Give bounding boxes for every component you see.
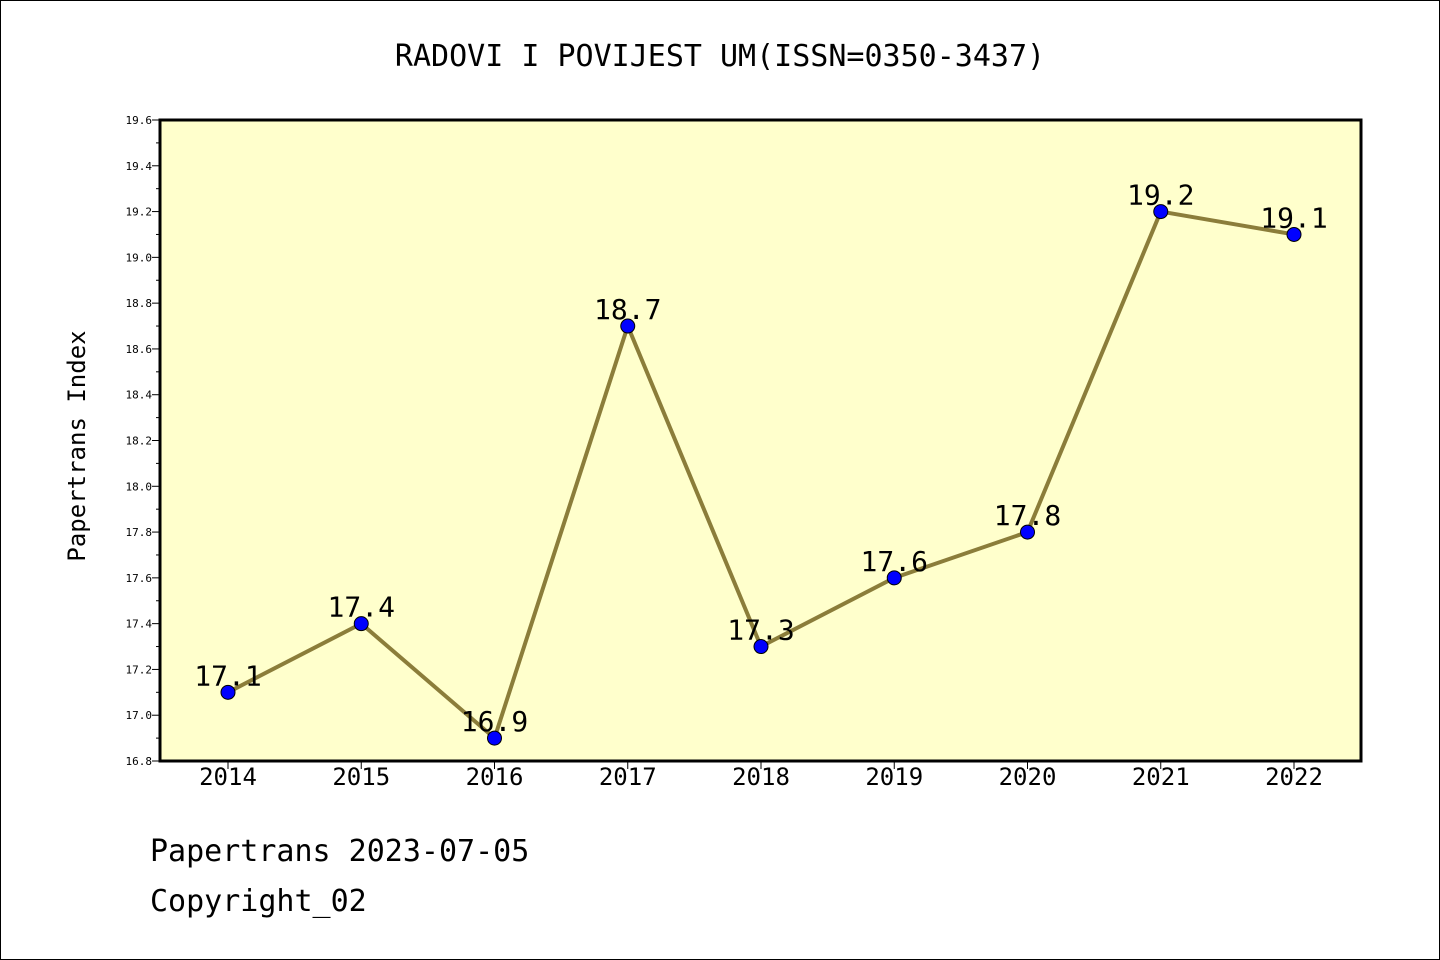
y-tick-label: 17.8	[126, 526, 153, 539]
x-axis: 2014 2015 2016 2017 2018 2019 2020 2021 2022	[199, 761, 1323, 791]
x-tick-label: 2017	[599, 763, 657, 791]
data-point	[886, 570, 902, 586]
y-tick-label: 17.6	[126, 572, 153, 585]
data-label: 19.2	[1127, 179, 1194, 212]
data-point	[1020, 524, 1035, 540]
data-point	[487, 730, 502, 746]
y-tick-label: 17.4	[126, 618, 153, 631]
data-label: 17.3	[727, 614, 794, 647]
y-tick-label: 18.6	[126, 343, 153, 356]
x-tick-label: 2016	[466, 763, 524, 791]
data-label: 19.1	[1260, 201, 1327, 234]
x-tick-label: 2014	[199, 763, 257, 791]
y-tick-label: 19.2	[126, 206, 153, 219]
series-layer: 17.1 17.4 16.9 18.7 17.3 17.6 17.8 19.2 19.1	[194, 179, 1328, 746]
y-axis-label: Papertrans Index	[63, 330, 91, 561]
y-tick-label: 19.4	[126, 160, 153, 173]
data-point	[353, 616, 369, 632]
data-point	[1153, 204, 1169, 220]
x-tick-label: 2021	[1132, 763, 1190, 791]
y-tick-label: 19.6	[126, 114, 153, 127]
data-point	[753, 639, 769, 655]
plot-area	[158, 118, 1363, 763]
data-label: 17.8	[994, 499, 1061, 532]
y-tick-label: 18.4	[126, 389, 153, 402]
y-tick-label: 17.2	[126, 663, 153, 676]
x-tick-label: 2020	[999, 763, 1057, 791]
data-label: 17.4	[328, 591, 395, 624]
data-label: 17.6	[861, 545, 928, 578]
data-point	[1286, 226, 1302, 242]
x-tick-label: 2019	[865, 763, 923, 791]
x-tick-label: 2018	[732, 763, 790, 791]
y-tick-label: 18.0	[126, 480, 153, 493]
chart-title: RADOVI I POVIJEST UM(ISSN=0350-3437)	[395, 39, 1045, 74]
x-tick-label: 2022	[1265, 763, 1323, 791]
y-tick-label: 19.0	[126, 251, 153, 264]
data-label: 17.1	[194, 659, 261, 692]
footer-copyright-text: Copyright_02	[150, 884, 367, 919]
x-tick-label: 2015	[332, 763, 390, 791]
footer-date-text: Papertrans 2023-07-05	[150, 834, 530, 869]
data-point	[620, 318, 636, 334]
y-tick-label: 18.2	[126, 435, 153, 448]
y-axis: 16.8 17.0 17.2 17.4 17.6 17.8 18.0 18.2 18.4 18.6…	[126, 114, 160, 768]
data-label: 18.7	[594, 293, 661, 326]
y-tick-label: 18.8	[126, 297, 153, 310]
data-point	[220, 684, 236, 700]
y-tick-label: 17.0	[126, 709, 153, 722]
y-tick-label: 16.8	[126, 755, 153, 768]
data-label: 16.9	[461, 705, 528, 738]
